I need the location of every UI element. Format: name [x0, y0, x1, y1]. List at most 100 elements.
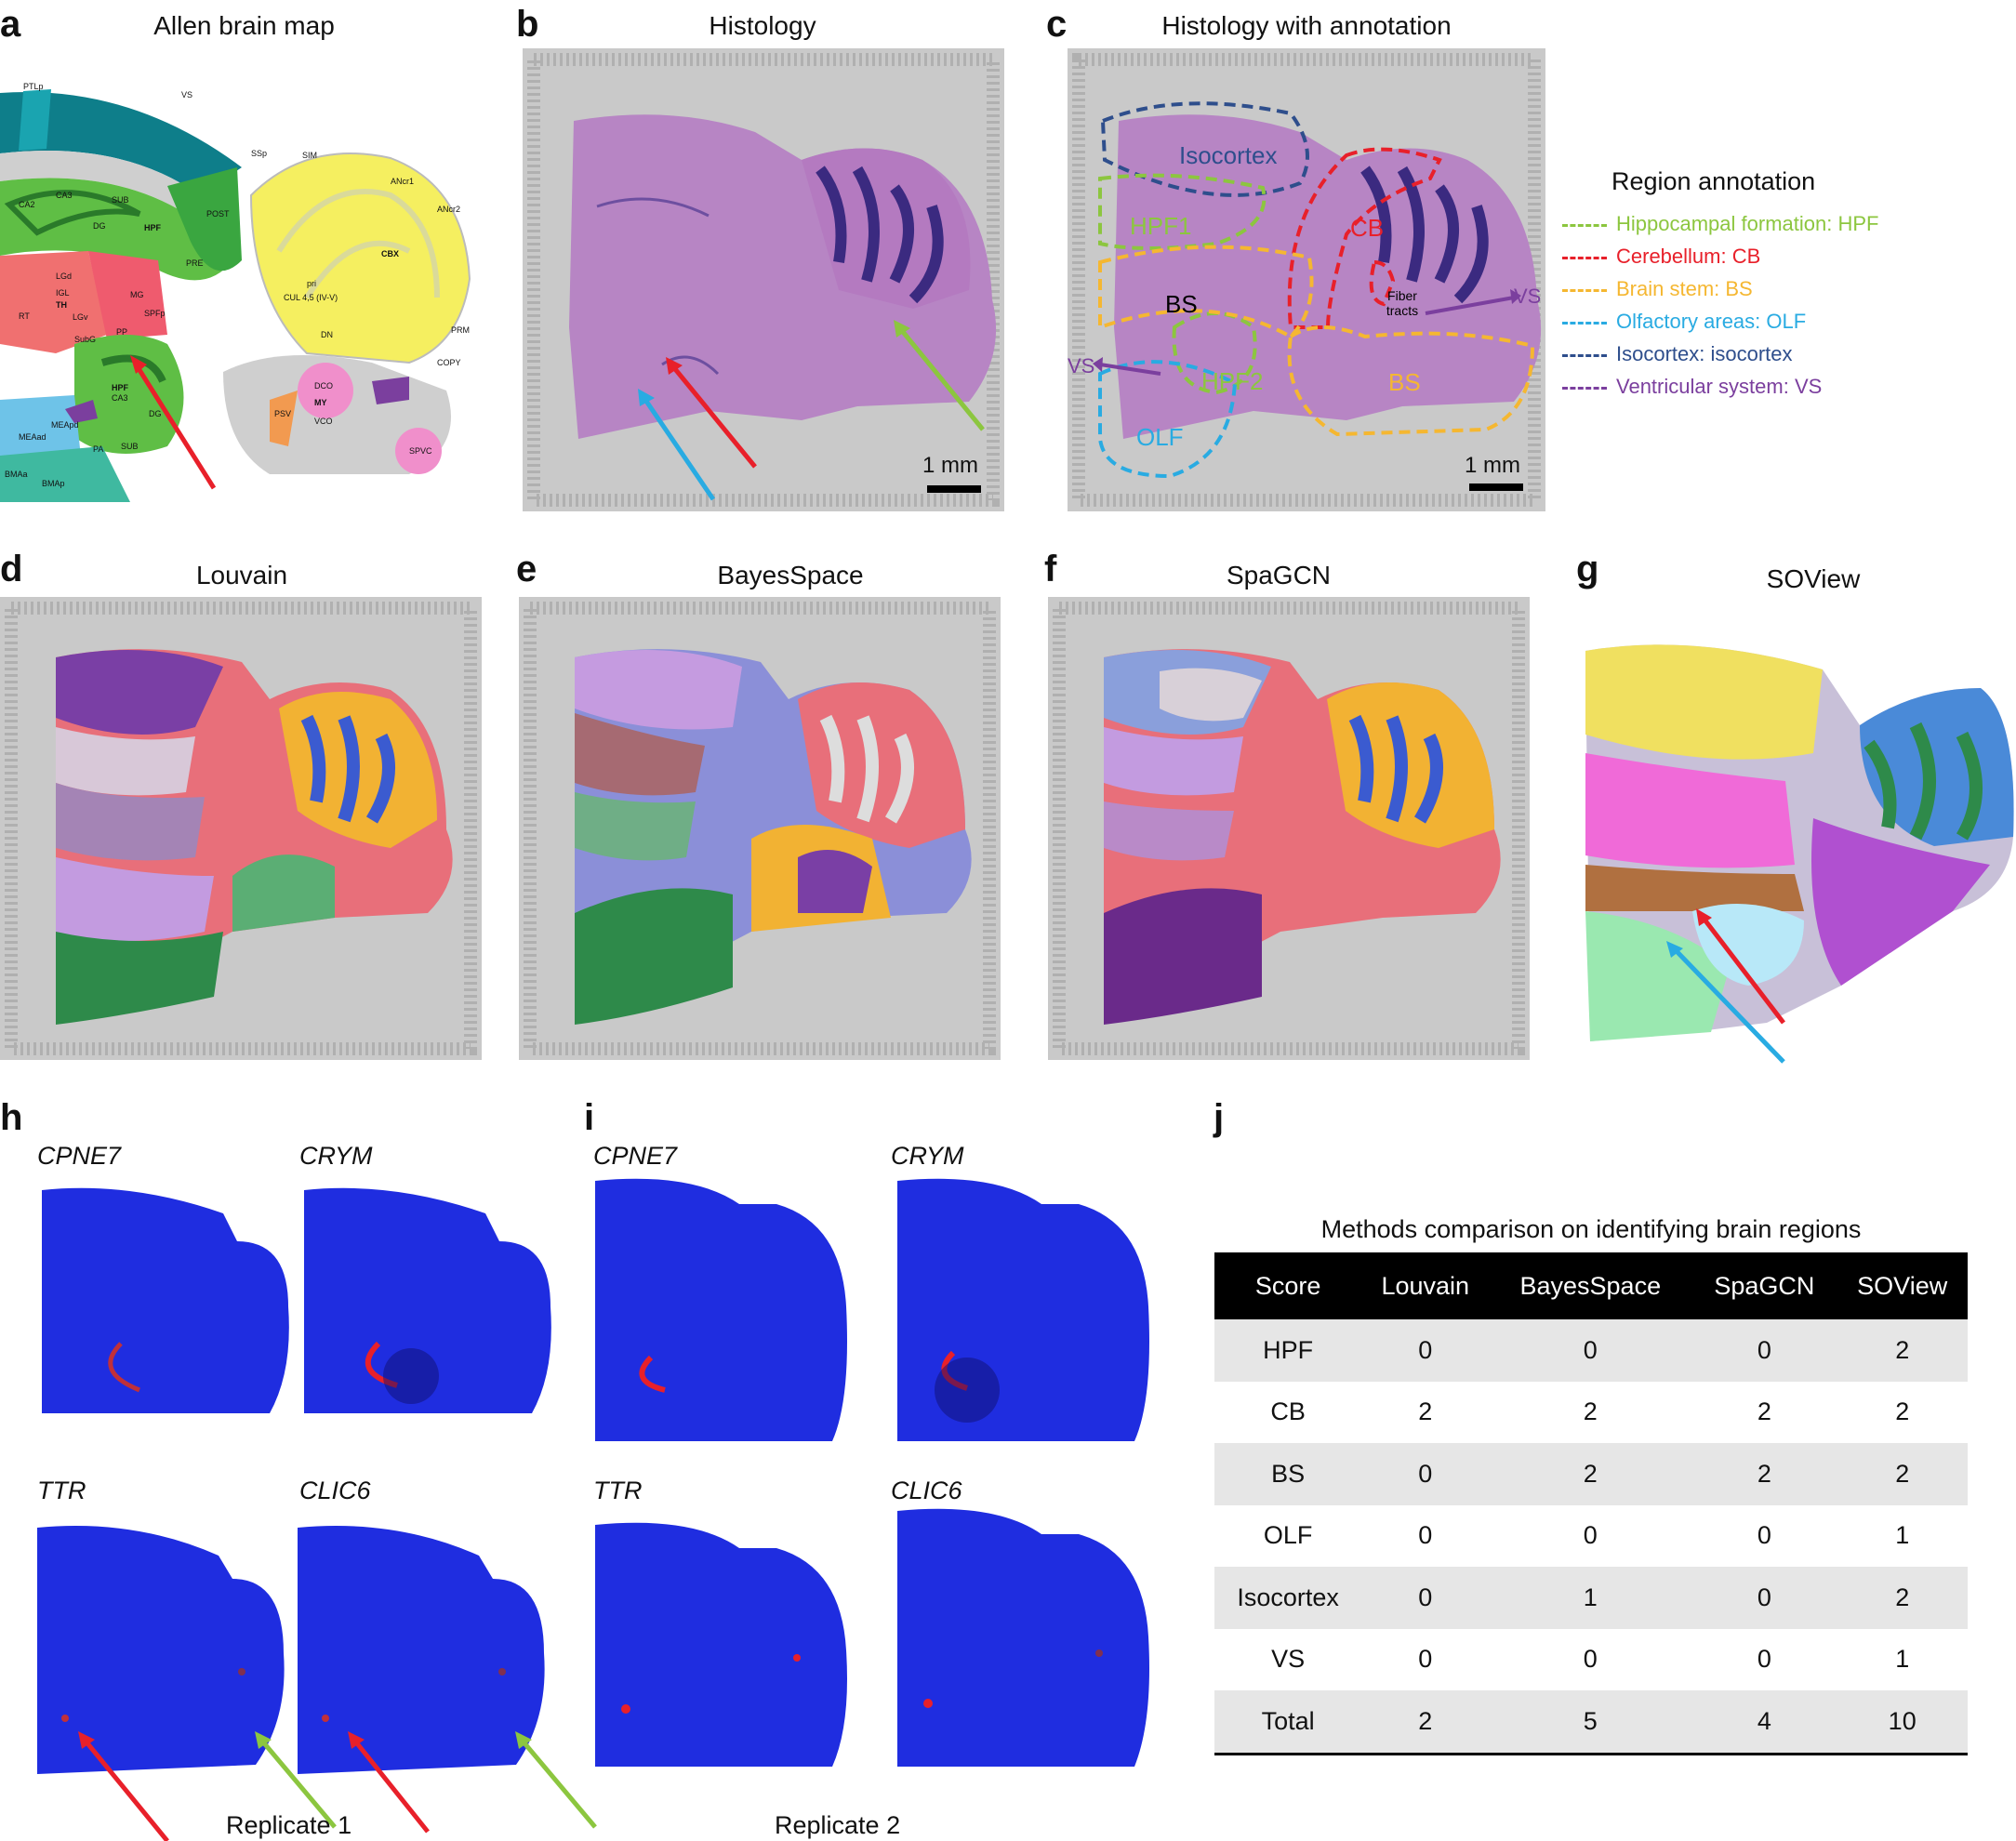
- legend-label: Hippocampal formation: HPF: [1616, 212, 1879, 235]
- atlas-label: MG: [130, 290, 144, 299]
- expression-map-clic6-rep1: [298, 1526, 545, 1774]
- louvain-cluster-map: [0, 597, 482, 1060]
- atlas-label: ANcr1: [391, 177, 415, 186]
- atlas-label: SUB: [121, 442, 139, 451]
- legend-swatch: [1562, 353, 1607, 357]
- gene-label-clic6: CLIC6: [299, 1477, 371, 1504]
- gene-label-cpne7: CPNE7: [37, 1142, 122, 1170]
- panel-e-title: BayesSpace: [717, 561, 864, 589]
- table-cell: 1: [1489, 1567, 1692, 1629]
- panel-g-title: SOView: [1766, 564, 1861, 593]
- atlas-label: DG: [149, 409, 162, 418]
- atlas-label: DN: [321, 330, 333, 339]
- legend-label: Olfactory areas: OLF: [1616, 310, 1807, 333]
- table-row: HPF 0 0 0 2: [1214, 1319, 1968, 1382]
- legend-swatch: [1562, 256, 1607, 259]
- atlas-label: VCO: [314, 417, 333, 426]
- replicate-label: Replicate 1: [226, 1811, 352, 1839]
- legend-item-cb: Cerebellum: CB: [1562, 245, 1760, 269]
- atlas-label: HPF: [112, 383, 128, 392]
- table-row: Isocortex 0 1 0 2: [1214, 1567, 1968, 1629]
- atlas-label: SIM: [302, 151, 318, 160]
- column-header: Louvain: [1361, 1252, 1490, 1319]
- region-label-hpf2: HPF2: [1201, 367, 1264, 395]
- legend-label: Ventricular system: VS: [1616, 375, 1823, 398]
- gene-label-clic6: CLIC6: [891, 1477, 962, 1504]
- panel-e-letter: e: [516, 549, 537, 589]
- table-header-row: Score Louvain BayesSpace SpaGCN SOView: [1214, 1252, 1968, 1319]
- atlas-label: pri: [307, 279, 317, 288]
- table-cell: 5: [1489, 1690, 1692, 1755]
- table-cell: 0: [1489, 1319, 1692, 1382]
- spagcn-cluster-map: [1048, 597, 1530, 1060]
- bayesspace-cluster-map: [519, 597, 1001, 1060]
- table-cell: 0: [1757, 1645, 1771, 1674]
- panel-c-title: Histology with annotation: [1161, 11, 1452, 40]
- replicate-label: Replicate 2: [775, 1811, 901, 1839]
- atlas-label: SubG: [74, 335, 97, 344]
- table-cell: 0: [1583, 1645, 1598, 1674]
- histology-image: [523, 48, 1004, 511]
- annotated-histology-image: [1068, 48, 1545, 511]
- table-row: CB 2 2 2 2: [1214, 1382, 1968, 1444]
- legend-label: Isocortex: isocortex: [1616, 342, 1793, 365]
- panel-a-letter: a: [0, 4, 21, 45]
- replicate1-arrows: [78, 1731, 597, 1841]
- table-cell: 0: [1418, 1521, 1433, 1550]
- table-cell: CB: [1270, 1397, 1306, 1426]
- legend-swatch: [1562, 321, 1607, 324]
- atlas-label: DG: [93, 221, 106, 231]
- table-cell: 2: [1837, 1567, 1968, 1629]
- scale-bar-label: 1 mm: [1465, 453, 1520, 478]
- table-cell: VS: [1271, 1645, 1306, 1674]
- legend-item-bs: Brain stem: BS: [1562, 277, 1753, 301]
- panel-b-title: Histology: [709, 11, 816, 40]
- atlas-label: LGd: [56, 272, 73, 281]
- atlas-label: CBX: [381, 249, 400, 258]
- atlas-label: MEApd: [51, 420, 79, 430]
- legend-swatch: [1562, 288, 1607, 292]
- legend-item-olf: Olfactory areas: OLF: [1562, 310, 1806, 334]
- table-cell: 0: [1361, 1567, 1490, 1629]
- atlas-label: LGv: [73, 312, 88, 322]
- atlas-label: PRM: [451, 325, 470, 335]
- table-cell: 2: [1691, 1443, 1837, 1505]
- column-header: Score: [1214, 1252, 1362, 1319]
- region-label-hpf1: HPF1: [1130, 212, 1192, 240]
- atlas-label: VS: [181, 90, 193, 99]
- region-label-vs: VS: [1068, 354, 1095, 377]
- atlas-label: MEAad: [19, 432, 46, 442]
- region-label-isocortex: Isocortex: [1179, 141, 1278, 169]
- atlas-label: CUL 4,5 (IV-V): [284, 293, 338, 302]
- scale-bar-label: 1 mm: [922, 453, 978, 478]
- table-cell: 2: [1837, 1319, 1968, 1382]
- methods-comparison-table: Score Louvain BayesSpace SpaGCN SOView H…: [1214, 1252, 1968, 1755]
- atlas-label: BMAp: [42, 479, 65, 488]
- panel-g-letter: g: [1576, 549, 1599, 589]
- table-cell: Isocortex: [1214, 1567, 1362, 1629]
- panel-c-letter: c: [1046, 4, 1068, 45]
- atlas-label: BMAa: [5, 470, 28, 479]
- legend-label: Brain stem: BS: [1616, 277, 1753, 300]
- atlas-label: PSV: [274, 409, 292, 418]
- atlas-label: COPY: [437, 358, 461, 367]
- legend-item-vs: Ventricular system: VS: [1562, 375, 1822, 399]
- atlas-label: MY: [314, 398, 327, 407]
- region-label-cb: CB: [1350, 214, 1385, 242]
- panel-i-letter: i: [584, 1097, 595, 1138]
- table-row: VS 0 0 0 1: [1214, 1629, 1968, 1691]
- table-cell: OLF: [1263, 1521, 1313, 1550]
- table-title: Methods comparison on identifying brain …: [1320, 1215, 1862, 1243]
- table-cell: 0: [1583, 1521, 1598, 1550]
- gene-label-crym: CRYM: [891, 1142, 964, 1170]
- table-row-total: Total 2 5 4 10: [1214, 1690, 1968, 1755]
- atlas-label: SSp: [251, 149, 268, 158]
- table-cell: 1: [1895, 1645, 1910, 1674]
- atlas-label: SPVC: [409, 446, 432, 456]
- expression-map-cpne7-rep2: [595, 1178, 847, 1441]
- gene-label-ttr: TTR: [593, 1477, 643, 1504]
- panel-d-title: Louvain: [195, 561, 288, 589]
- atlas-label: SPFp: [144, 309, 166, 318]
- atlas-label: CA3: [56, 191, 73, 200]
- legend-item-hpf: Hippocampal formation: HPF: [1562, 212, 1878, 236]
